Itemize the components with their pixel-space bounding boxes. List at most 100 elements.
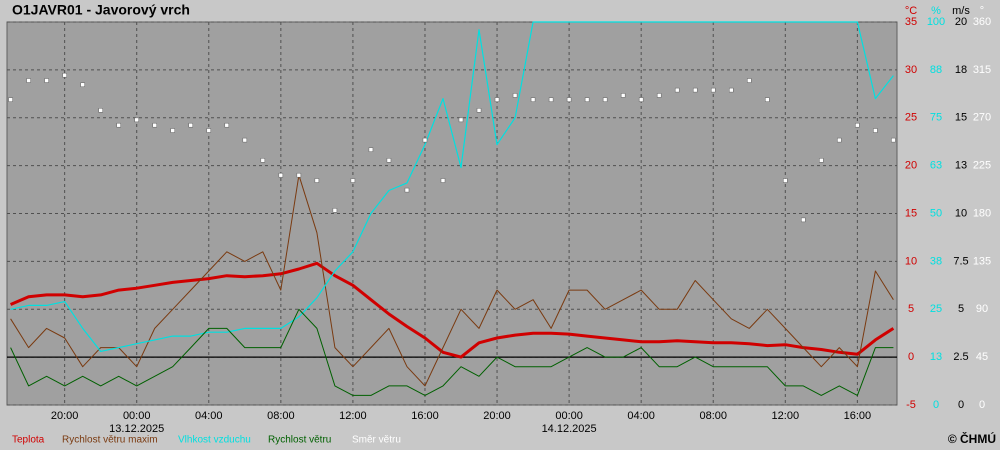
direction-point [855,122,860,128]
y-tick-label: 18 [955,64,967,76]
y-tick-label: 90 [976,303,988,315]
y-tick-label: 30 [905,64,917,76]
series-line [10,21,894,352]
series-line [10,308,894,396]
x-tick-label: 00:00 [555,410,583,422]
y-tick-label: 135 [973,255,991,267]
x-tick-label: 04:00 [195,410,223,422]
legend-entry: Rychlost větru [268,435,331,446]
direction-point [638,97,644,102]
direction-point [152,122,157,128]
direction-point [765,97,770,102]
direction-point [368,147,374,152]
y-tick-label: 75 [930,112,942,124]
direction-point [98,108,103,113]
direction-point [44,78,49,83]
y-tick-label: 15 [955,112,967,124]
y-tick-label: 315 [973,64,991,76]
direction-point [548,97,554,102]
y-tick-label: 10 [905,255,917,267]
direction-point [819,158,824,163]
direction-point [296,172,302,178]
x-tick-label: 08:00 [699,410,727,422]
direction-point [891,137,896,143]
direction-point [476,108,482,113]
x-tick-label: 08:00 [267,410,295,422]
direction-point [801,217,806,223]
direction-point [729,87,734,93]
direction-point [458,117,464,123]
x-tick-label: 12:00 [339,410,367,422]
direction-point [837,137,842,143]
axis-unit: % [931,5,941,17]
y-tick-label: 100 [927,16,945,28]
direction-point [566,97,572,102]
direction-point [206,128,212,133]
direction-point [422,137,428,143]
axis-unit: °C [905,5,917,17]
direction-point [350,178,356,183]
direction-point [8,97,13,102]
direction-point [26,78,31,83]
y-tick-label: 270 [973,112,991,124]
legend-entry: Rychlost větru maxim [62,435,158,446]
direction-point [314,178,320,183]
direction-point [656,93,662,98]
direction-point [134,117,139,123]
direction-point [188,122,194,128]
x-tick-label: 04:00 [627,410,655,422]
x-tick-label: 16:00 [411,410,439,422]
y-tick-label: 0 [958,399,964,411]
direction-point [584,97,590,102]
y-tick-label: 13 [955,160,967,172]
y-tick-label: 50 [930,207,942,219]
y-tick-label: 25 [905,112,917,124]
direction-point [494,97,500,102]
direction-point [404,187,410,193]
direction-point [512,93,518,98]
y-tick-label: 35 [905,16,917,28]
y-tick-label: 63 [930,160,942,172]
x-tick-label: 00:00 [123,410,151,422]
y-tick-label: 0 [908,351,914,363]
x-tick-label: 20:00 [483,410,511,422]
direction-point [602,97,608,102]
legend-entry: Teplota [12,435,45,446]
y-tick-label: 20 [905,160,917,172]
y-tick-label: 20 [955,16,967,28]
direction-point [260,158,266,163]
direction-point [386,158,392,163]
y-tick-label: 0 [979,399,985,411]
legend-entry: Směr větru [352,435,401,446]
direction-point [783,178,788,183]
axis-unit: m/s [952,5,970,17]
direction-point [674,87,680,93]
direction-point [620,93,626,98]
y-tick-label: 10 [955,207,967,219]
y-tick-label: -5 [906,399,916,411]
y-tick-label: 88 [930,64,942,76]
direction-point [278,172,284,178]
date-label: 14.12.2025 [542,423,597,435]
direction-point [873,128,878,133]
direction-point [170,128,175,133]
series-line [10,174,894,387]
y-tick-label: 45 [976,351,988,363]
direction-point [116,122,121,128]
direction-point [530,97,536,102]
direction-point [710,87,716,93]
direction-point [242,137,248,143]
y-tick-label: 25 [930,303,942,315]
y-tick-label: 360 [973,16,991,28]
y-tick-label: 7.5 [953,255,968,267]
y-tick-label: 5 [908,303,914,315]
direction-point [747,78,752,83]
y-tick-label: 0 [933,399,939,411]
direction-point [80,82,85,88]
direction-point [224,122,230,128]
axis-unit: ° [980,5,984,17]
x-tick-label: 20:00 [51,410,79,422]
direction-point [440,178,446,183]
